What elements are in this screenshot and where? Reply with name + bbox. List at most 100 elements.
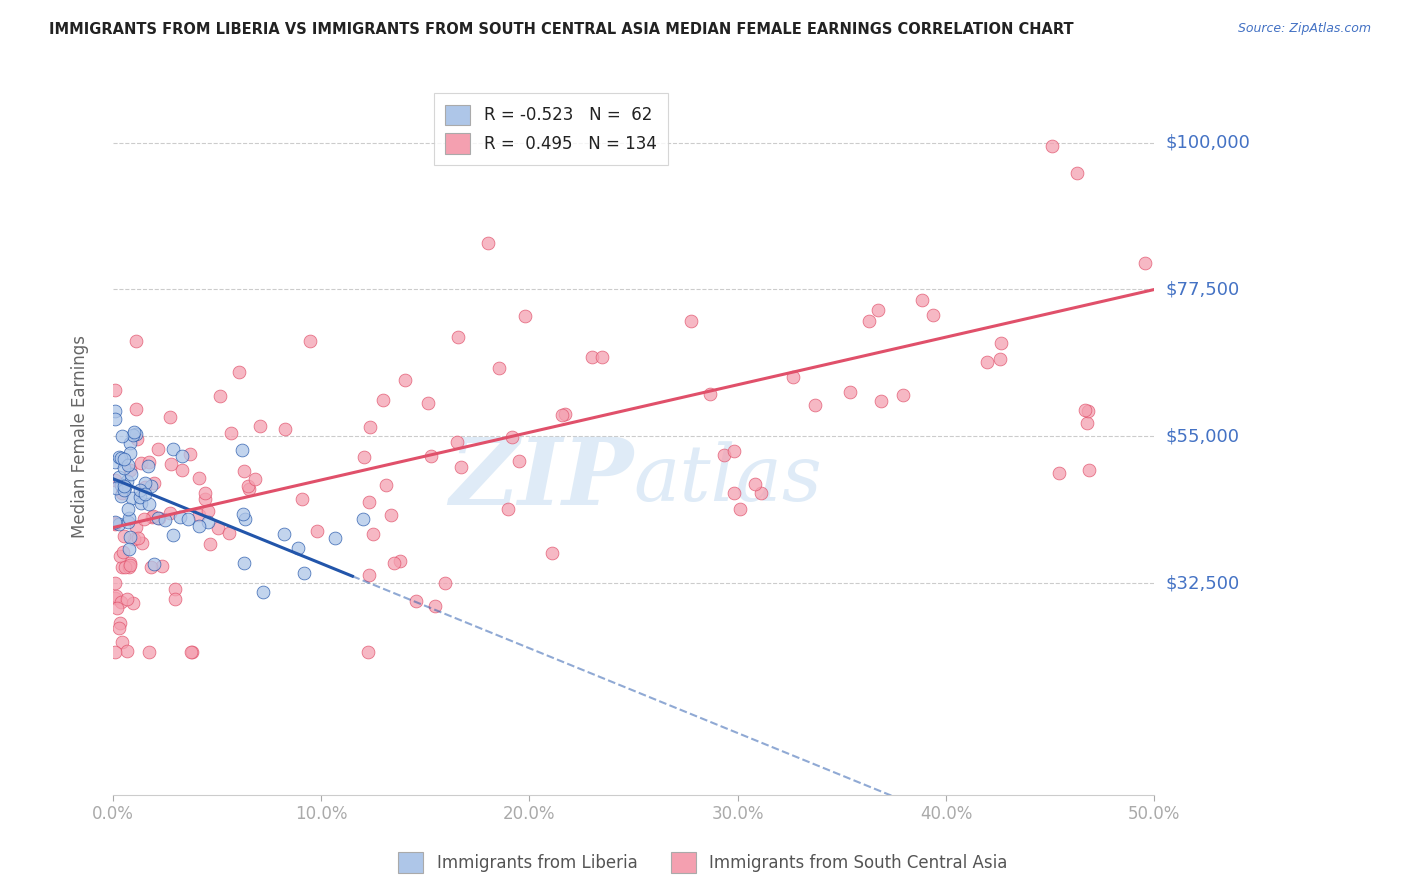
Point	[236, 479, 259, 493]
Point	[104, 644, 127, 658]
Text: $100,000: $100,000	[1166, 134, 1250, 152]
Point	[139, 478, 162, 492]
Point	[169, 509, 191, 524]
Point	[128, 483, 150, 497]
Point	[357, 495, 380, 509]
Point	[292, 566, 315, 581]
Point	[450, 460, 472, 475]
Point	[1133, 256, 1156, 270]
Point	[120, 530, 142, 544]
Point	[150, 558, 173, 573]
Text: $77,500: $77,500	[1166, 280, 1240, 299]
Point	[180, 644, 202, 658]
Point	[138, 455, 160, 469]
Point	[323, 531, 346, 545]
Point	[394, 373, 416, 387]
Point	[1047, 466, 1070, 480]
Point	[1076, 416, 1098, 430]
Point	[911, 293, 934, 307]
Point	[197, 515, 219, 529]
Point	[118, 511, 141, 525]
Point	[990, 336, 1012, 351]
Point	[477, 235, 499, 250]
Point	[207, 521, 229, 535]
Point	[177, 512, 200, 526]
Point	[105, 589, 128, 603]
Point	[141, 559, 163, 574]
Point	[218, 525, 240, 540]
Point	[858, 314, 880, 328]
Text: ZIP: ZIP	[450, 434, 634, 524]
Point	[160, 457, 183, 471]
Point	[136, 459, 159, 474]
Point	[125, 520, 148, 534]
Point	[361, 527, 384, 541]
Point	[172, 463, 194, 477]
Point	[405, 593, 427, 607]
Point	[110, 450, 132, 465]
Point	[117, 474, 139, 488]
Point	[108, 615, 131, 630]
Point	[866, 302, 889, 317]
Point	[976, 354, 998, 368]
Point	[134, 486, 156, 500]
Point	[129, 496, 152, 510]
Point	[104, 515, 127, 529]
Point	[118, 558, 141, 572]
Point	[591, 351, 613, 365]
Point	[122, 533, 145, 547]
Text: Source: ZipAtlas.com: Source: ZipAtlas.com	[1237, 22, 1371, 36]
Point	[115, 592, 138, 607]
Point	[713, 448, 735, 462]
Point	[105, 601, 128, 615]
Point	[804, 398, 827, 412]
Text: $55,000: $55,000	[1166, 427, 1240, 445]
Point	[298, 334, 321, 348]
Legend: Immigrants from Liberia, Immigrants from South Central Asia: Immigrants from Liberia, Immigrants from…	[392, 846, 1014, 880]
Point	[869, 394, 891, 409]
Point	[129, 490, 152, 504]
Point	[165, 591, 187, 606]
Point	[209, 389, 232, 403]
Point	[110, 595, 132, 609]
Point	[508, 454, 530, 468]
Point	[104, 516, 127, 530]
Point	[728, 501, 751, 516]
Point	[581, 350, 603, 364]
Text: $32,500: $32,500	[1166, 574, 1240, 592]
Point	[238, 483, 260, 497]
Point	[104, 404, 127, 418]
Point	[117, 502, 139, 516]
Point	[104, 576, 127, 591]
Point	[782, 369, 804, 384]
Point	[112, 451, 135, 466]
Point	[104, 384, 127, 398]
Point	[180, 644, 202, 658]
Point	[125, 402, 148, 417]
Point	[187, 519, 209, 533]
Point	[388, 554, 411, 568]
Point	[163, 582, 186, 597]
Point	[496, 501, 519, 516]
Point	[132, 512, 155, 526]
Point	[699, 387, 721, 401]
Point	[129, 456, 152, 470]
Point	[423, 599, 446, 613]
Point	[134, 475, 156, 490]
Point	[179, 446, 201, 460]
Point	[433, 575, 456, 590]
Point	[104, 473, 127, 487]
Point	[839, 385, 862, 400]
Point	[446, 435, 468, 450]
Point	[110, 549, 132, 563]
Point	[172, 449, 194, 463]
Point	[352, 512, 374, 526]
Point	[142, 508, 165, 523]
Point	[110, 478, 132, 492]
Point	[131, 536, 153, 550]
Point	[197, 504, 219, 518]
Legend: R = -0.523   N =  62, R =  0.495   N = 134: R = -0.523 N = 62, R = 0.495 N = 134	[433, 93, 668, 165]
Point	[117, 541, 139, 556]
Point	[138, 497, 160, 511]
Point	[274, 422, 297, 436]
